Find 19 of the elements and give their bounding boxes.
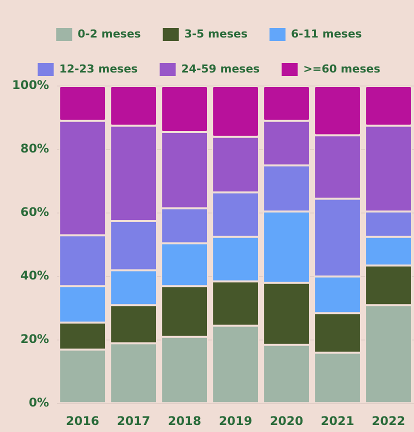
y-tick-label: 80% bbox=[20, 142, 50, 156]
y-tick-label: 20% bbox=[20, 332, 50, 346]
y-tick-label: 100% bbox=[12, 78, 50, 92]
x-tick-label: 2016 bbox=[66, 414, 100, 428]
y-tick-label: 0% bbox=[28, 396, 50, 410]
y-tick-label: 60% bbox=[20, 205, 50, 220]
legend-label: 0-2 meses bbox=[78, 27, 142, 40]
x-tick-label: 2022 bbox=[372, 414, 406, 428]
x-tick-label: 2021 bbox=[320, 414, 354, 428]
x-tick-label: 2019 bbox=[218, 414, 252, 428]
x-tick-label: 2018 bbox=[168, 414, 202, 428]
legend-label: >=60 meses bbox=[303, 62, 381, 76]
legend-label: 12-23 meses bbox=[59, 62, 138, 76]
legend-label: 24-59 meses bbox=[181, 62, 260, 76]
y-tick-label: 40% bbox=[20, 268, 50, 283]
x-tick-label: 2017 bbox=[116, 414, 150, 428]
x-tick-label: 2020 bbox=[270, 414, 304, 428]
legend-label: 6-11 meses bbox=[291, 27, 362, 40]
legend-label: 3-5 meses bbox=[184, 27, 248, 40]
